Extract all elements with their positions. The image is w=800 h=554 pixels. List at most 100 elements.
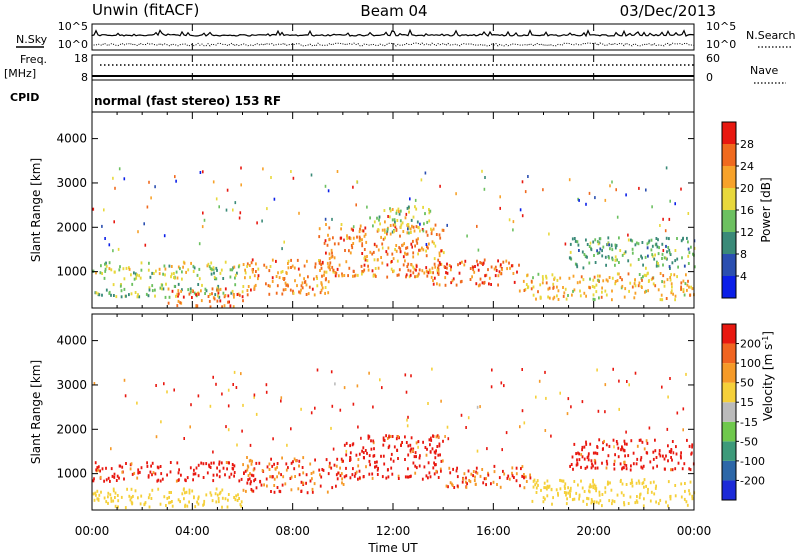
power-echo-cell-4 bbox=[437, 264, 440, 268]
power-echo-cell-5 bbox=[384, 230, 386, 234]
power-echo-cell-4 bbox=[398, 268, 401, 272]
power-echo-cell-0 bbox=[193, 266, 196, 270]
power-echo-cell-0 bbox=[162, 272, 164, 276]
power-scatter-echo bbox=[508, 218, 511, 222]
velocity-echo-cell-0 bbox=[206, 471, 209, 475]
velocity-scatter-echo bbox=[490, 385, 493, 389]
power-scatter-echo bbox=[455, 192, 457, 196]
power-echo-cell-8 bbox=[606, 243, 608, 247]
power-scatter-echo bbox=[548, 232, 550, 236]
power-echo-cell-8 bbox=[584, 254, 587, 258]
power-echo-cell-1 bbox=[123, 287, 126, 291]
velocity-echo-cell-2 bbox=[270, 457, 272, 461]
power-scatter-echo bbox=[339, 236, 342, 240]
power-echo-cell-7 bbox=[634, 291, 637, 295]
velocity-scatter-echo bbox=[476, 405, 479, 409]
velocity-echo-cell-2 bbox=[255, 461, 258, 465]
velocity-echo-cell-3 bbox=[410, 436, 413, 440]
power-echo-cell-0 bbox=[215, 277, 218, 281]
velocity-echo-cell-2 bbox=[298, 459, 301, 463]
power-echo-cell-7 bbox=[589, 277, 591, 281]
velocity-colorbar-seg-8 bbox=[722, 324, 736, 344]
power-echo-cell-8 bbox=[631, 251, 634, 255]
velocity-echo-cell-3 bbox=[343, 443, 346, 447]
power-echo-cell-3 bbox=[244, 271, 247, 275]
velocity-echo-cell-6 bbox=[613, 459, 616, 463]
power-echo-cell-0 bbox=[176, 276, 179, 280]
velocity-echo-cell-6 bbox=[691, 445, 693, 449]
power-echo-cell-6 bbox=[434, 265, 437, 269]
velocity-echo-cell-5 bbox=[563, 491, 566, 494]
power-echo-cell-4 bbox=[421, 269, 424, 273]
velocity-echo-cell-2 bbox=[340, 457, 343, 461]
power-echo-cell-7 bbox=[532, 276, 534, 280]
power-echo-cell-7 bbox=[638, 273, 641, 276]
power-scatter-echo bbox=[585, 202, 587, 206]
power-colorbar-seg-4 bbox=[722, 188, 736, 210]
velocity-echo-cell-4 bbox=[490, 482, 492, 486]
power-echo-cell-7 bbox=[547, 287, 550, 291]
power-echo-cell-6 bbox=[499, 271, 502, 275]
velocity-echo-cell-1 bbox=[170, 491, 172, 494]
power-echo-cell-8 bbox=[575, 263, 578, 267]
velocity-echo-cell-1 bbox=[193, 495, 195, 499]
velocity-echo-cell-3 bbox=[412, 461, 415, 465]
power-colorbar-label-3: 16 bbox=[740, 204, 754, 217]
velocity-scatter-echo bbox=[500, 381, 503, 385]
velocity-echo-cell-3 bbox=[428, 471, 431, 475]
power-echo-cell-0 bbox=[139, 276, 142, 280]
power-echo-cell-1 bbox=[204, 287, 207, 291]
power-echo-cell-6 bbox=[488, 282, 490, 286]
power-echo-cell-0 bbox=[104, 267, 107, 271]
velocity-echo-cell-2 bbox=[276, 462, 279, 465]
power-echo-cell-8 bbox=[687, 262, 690, 265]
velocity-echo-cell-6 bbox=[581, 445, 584, 449]
velocity-echo-cell-4 bbox=[475, 482, 477, 486]
power-echo-cell-4 bbox=[381, 242, 384, 246]
power-echo-cell-8 bbox=[647, 254, 649, 258]
power-echo-cell-2 bbox=[224, 287, 227, 291]
velocity-echo-cell-6 bbox=[640, 456, 643, 460]
velocity-echo-cell-6 bbox=[623, 462, 626, 466]
velocity-echo-cell-3 bbox=[355, 453, 358, 457]
power-echo-cell-3 bbox=[328, 266, 331, 270]
power-echo-cell-4 bbox=[331, 265, 334, 269]
velocity-echo-cell-3 bbox=[345, 441, 348, 445]
power-scatter-echo bbox=[104, 237, 106, 240]
power-echo-cell-4 bbox=[323, 273, 325, 277]
power-echo-cell-4 bbox=[347, 274, 349, 278]
power-echo-cell-6 bbox=[433, 276, 436, 280]
power-echo-cell-4 bbox=[359, 227, 361, 231]
velocity-echo-cell-4 bbox=[511, 466, 514, 470]
power-echo-cell-6 bbox=[476, 263, 479, 267]
velocity-echo-cell-2 bbox=[263, 483, 265, 487]
power-echo-cell-8 bbox=[680, 239, 683, 243]
power-echo-cell-8 bbox=[607, 236, 610, 240]
velocity-scatter-echo bbox=[357, 425, 359, 429]
power-echo-cell-4 bbox=[418, 248, 420, 252]
power-echo-cell-4 bbox=[363, 248, 366, 251]
power-scatter-echo bbox=[403, 242, 405, 246]
velocity-echo-cell-4 bbox=[525, 480, 528, 483]
velocity-echo-cell-3 bbox=[428, 438, 431, 442]
velocity-echo-cell-0 bbox=[101, 467, 104, 471]
power-scatter-echo bbox=[512, 228, 514, 232]
power-scatter-echo bbox=[476, 224, 478, 228]
velocity-scatter-echo bbox=[314, 406, 316, 410]
velocity-echo-cell-2 bbox=[265, 477, 268, 481]
power-echo-cell-7 bbox=[661, 298, 664, 302]
velocity-echo-cell-0 bbox=[99, 469, 101, 473]
power-echo-cell-2 bbox=[227, 300, 229, 304]
velocity-echo-cell-6 bbox=[630, 439, 633, 443]
velocity-echo-cell-3 bbox=[404, 435, 406, 439]
power-echo-cell-8 bbox=[637, 242, 640, 246]
velocity-echo-cell-3 bbox=[365, 465, 367, 469]
velocity-echo-cell-1 bbox=[210, 493, 213, 497]
velocity-echo-cell-2 bbox=[290, 488, 293, 492]
velocity-echo-cell-3 bbox=[434, 456, 437, 460]
power-echo-cell-2 bbox=[242, 299, 244, 303]
power-scatter-echo bbox=[148, 180, 150, 184]
power-echo-cell-7 bbox=[572, 289, 574, 293]
velocity-echo-cell-3 bbox=[357, 458, 360, 461]
